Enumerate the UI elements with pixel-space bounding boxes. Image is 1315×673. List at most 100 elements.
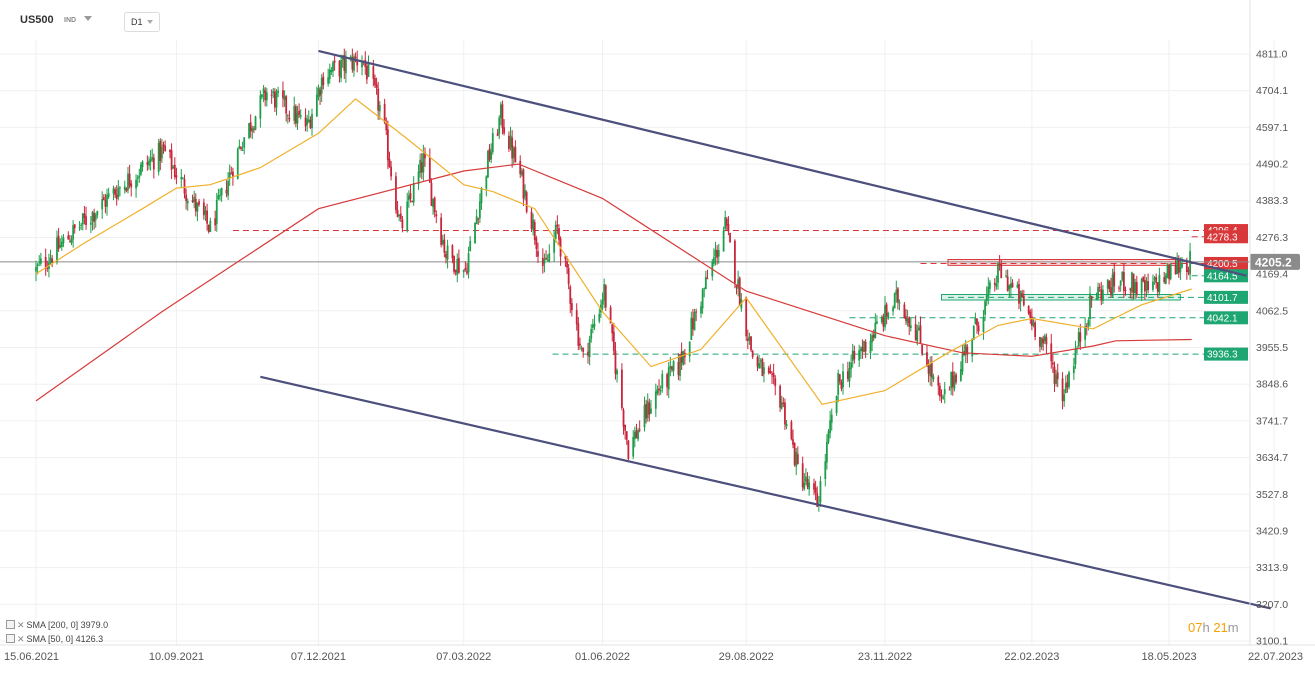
candle-body [1068,372,1070,388]
candle-body [341,57,344,60]
indicator-settings-icon[interactable] [6,634,15,643]
candle-body [107,193,110,198]
candle-body [1100,288,1103,301]
candle-body [861,347,864,352]
candle-body [1108,281,1111,289]
candle-body [445,253,447,258]
close-icon[interactable]: ✕ [17,634,25,644]
candle-body [593,323,596,327]
candle-body [249,122,252,132]
close-icon[interactable]: ✕ [17,620,25,630]
candle-body [751,350,754,358]
candle-body [1087,320,1090,326]
candle-body [475,216,478,225]
candle-body [175,175,178,178]
indicator-legend-sma200[interactable]: ✕ SMA [200, 0] 3979.0 [6,620,108,631]
timeframe-value: D1 [131,17,143,27]
candle-body [667,367,670,390]
candle-body [813,483,815,490]
candle-body [611,324,614,334]
candle-body [898,302,901,304]
indicator-settings-icon[interactable] [6,620,15,629]
candle-body [286,115,289,117]
candle-body [1140,278,1143,294]
candle-body [388,158,391,168]
sma200-line [35,163,1192,402]
candle-body [83,213,86,218]
candle-body [112,188,115,194]
candle-body [805,476,807,482]
candle-body [204,210,207,215]
candle-body [961,353,964,372]
candle-body [543,259,546,264]
candle-body [238,145,241,149]
timeframe-select[interactable]: D1 [124,12,160,32]
candle-body [435,214,438,217]
candle-body [432,199,434,208]
candle-body [409,193,412,199]
candle-body [658,388,660,391]
candle-body [343,54,346,71]
candle-body [882,316,885,327]
candle-body [1034,322,1037,337]
chevron-down-icon[interactable] [84,16,92,21]
x-tick-label: 18.05.2023 [1142,651,1197,663]
symbol-label[interactable]: US500 [20,14,54,26]
candle-body [803,482,806,489]
candle-body [39,258,42,264]
candle-body [172,166,175,168]
candle-body [1164,275,1167,284]
candle-body [930,362,933,378]
candle-body [173,164,176,178]
candle-body [1042,338,1045,344]
candle-body [679,354,681,376]
candle-body [202,202,205,216]
candle-body [903,304,906,319]
x-tick-label: 07.03.2022 [436,651,491,663]
indicator-legend-sma50[interactable]: ✕ SMA [50, 0] 4126.3 [6,634,103,645]
candle-body [974,317,977,325]
candle-body [700,306,702,314]
candle-body [569,286,572,304]
candle-body [1074,348,1077,365]
candle-body [401,219,404,229]
candle-body [1030,316,1033,326]
candle-body [1168,264,1170,280]
candle-body [722,231,725,252]
candle-body [135,179,137,189]
candle-body [842,371,844,388]
candle-body [724,217,727,229]
candle-body [926,352,928,367]
candle-body [194,198,197,212]
candle-body [364,59,367,67]
candle-body [311,114,313,129]
candle-body [972,326,975,341]
candle-body [119,187,121,189]
candle-body [365,66,368,80]
candle-body [643,405,646,428]
candle-body [688,341,691,357]
candle-body [1169,264,1172,280]
candle-body [524,190,526,197]
indicator-label: SMA [200, 0] 3979.0 [26,620,109,630]
candle-body [918,327,920,331]
y-tick-label: 4169.4 [1256,269,1288,281]
candle-body [546,260,549,262]
candle-body [706,278,709,280]
candle-body [236,148,239,179]
candle-body [149,159,152,162]
candle-body [785,424,788,427]
candle-body [196,202,199,212]
candle-body [835,396,838,413]
candle-body [464,268,467,271]
candle-body [937,376,940,386]
candle-body [588,338,591,358]
candle-body [637,430,639,440]
candle-body [456,259,459,275]
candle-body [570,303,573,311]
candle-body [648,402,651,415]
candle-body [1053,366,1056,384]
candle-body [1029,311,1032,318]
candle-body [727,224,730,232]
